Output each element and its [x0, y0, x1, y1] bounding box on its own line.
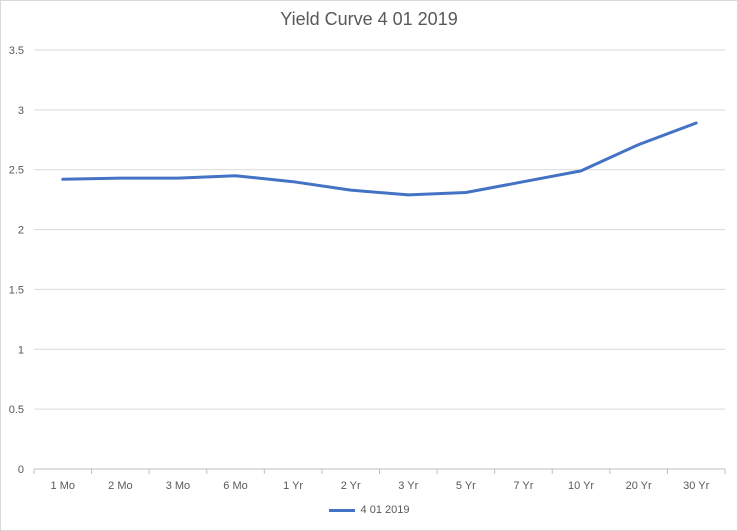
y-tick-label: 1.5: [9, 284, 24, 296]
x-tick-label: 7 Yr: [513, 480, 533, 492]
y-tick-label: 2.5: [9, 165, 24, 177]
x-tick-label: 20 Yr: [626, 480, 652, 492]
x-tick-label: 3 Yr: [398, 480, 418, 492]
y-tick-label: 3: [18, 105, 24, 117]
y-tick-label: 1: [18, 344, 24, 356]
y-tick-label: 0: [18, 464, 24, 476]
y-tick-label: 2: [18, 225, 24, 237]
x-tick-label: 3 Mo: [166, 480, 190, 492]
x-tick-label: 1 Mo: [51, 480, 75, 492]
chart-title: Yield Curve 4 01 2019: [280, 9, 458, 29]
x-tick-label: 10 Yr: [568, 480, 594, 492]
legend: 4 01 2019: [1, 504, 737, 516]
x-tick-label: 2 Yr: [341, 480, 361, 492]
legend-swatch: [328, 508, 355, 512]
x-tick-label: 5 Yr: [456, 480, 476, 492]
y-tick-label: 0.5: [9, 404, 24, 416]
series-line: [61, 121, 698, 197]
x-tick-label: 6 Mo: [223, 480, 247, 492]
x-tick-label: 30 Yr: [683, 480, 709, 492]
x-tick-label: 2 Mo: [108, 480, 132, 492]
x-tick-label: 1 Yr: [283, 480, 303, 492]
legend-label: 4 01 2019: [360, 504, 410, 516]
y-tick-label: 3.5: [9, 45, 24, 57]
